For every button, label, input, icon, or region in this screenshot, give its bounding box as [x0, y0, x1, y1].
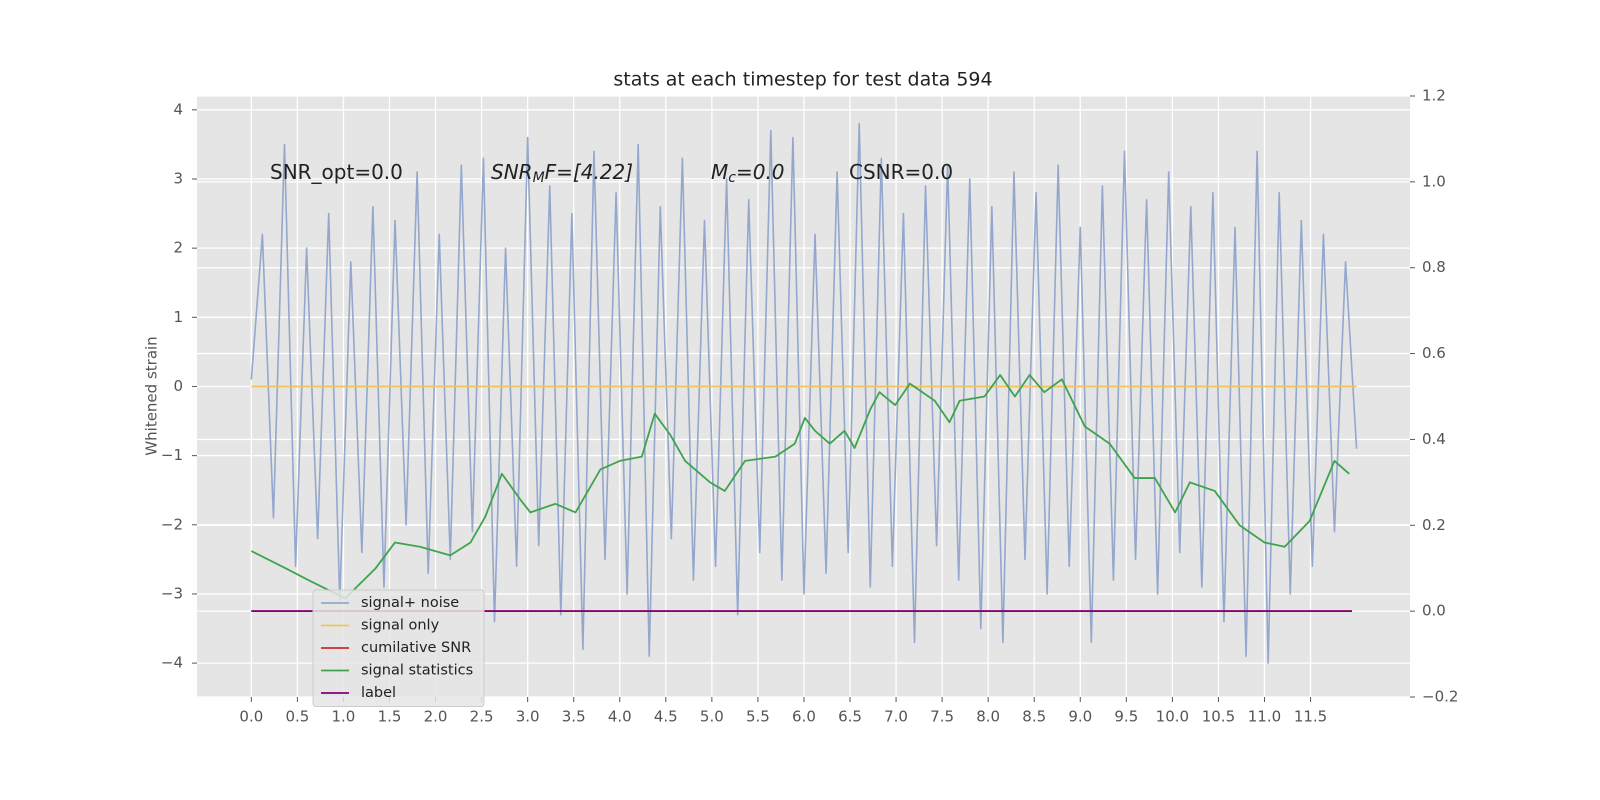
x-tick-label: 1.5 — [378, 708, 402, 726]
series-line — [250, 374, 1350, 600]
x-tick-label: 0.0 — [239, 708, 263, 726]
annotation: CSNR=0.0 — [849, 160, 953, 184]
legend-box — [312, 589, 485, 707]
annotation-text: SNR — [491, 160, 533, 184]
x-tick-label: 3.5 — [562, 708, 586, 726]
annotation: SNR_opt=0.0 — [270, 160, 403, 184]
y-tick-label: 1 — [173, 308, 183, 326]
y2-tick-label: 1.2 — [1422, 87, 1446, 105]
y2-tick-label: 0.8 — [1422, 258, 1446, 276]
y-tick-label: −2 — [161, 515, 183, 533]
annotation-sub: c — [728, 170, 736, 186]
y-tick-label: 3 — [173, 169, 183, 187]
x-tick-label: 1.0 — [332, 708, 356, 726]
x-tick-label: 2.5 — [470, 708, 494, 726]
y-tick-label: 2 — [173, 239, 183, 257]
x-tick-label: 6.0 — [792, 708, 816, 726]
y2-tick-label: 1.0 — [1422, 172, 1446, 190]
y2-tick-label: 0.2 — [1422, 516, 1446, 534]
x-tick-label: 8.0 — [976, 708, 1000, 726]
annotation-text: M — [711, 160, 728, 184]
legend-label: label — [361, 685, 396, 701]
y-tick-label: −4 — [161, 654, 183, 672]
y2-tick-label: −0.2 — [1422, 688, 1458, 706]
x-tick-label: 5.0 — [700, 708, 724, 726]
y-tick-label: 4 — [173, 100, 183, 118]
y-axis-label: Whitened strain — [143, 336, 161, 455]
x-tick-label: 4.5 — [654, 708, 678, 726]
x-tick-label: 11.5 — [1294, 708, 1327, 726]
y2-tick-label: 0.4 — [1422, 430, 1446, 448]
annotation: Mc=0.0 — [711, 160, 785, 187]
annotation: SNRMF=[4.22] — [491, 160, 633, 187]
annotation-sub: M — [533, 170, 545, 186]
y-tick-label: −1 — [161, 446, 183, 464]
x-tick-label: 9.5 — [1114, 708, 1138, 726]
y-tick-label: 0 — [173, 377, 183, 395]
legend-label: signal statistics — [361, 663, 473, 679]
annotation-rest: F=[4.22] — [545, 160, 633, 184]
legend-label: signal+ noise — [361, 595, 459, 611]
annotation-text: SNR_opt=0.0 — [270, 160, 403, 184]
x-tick-label: 5.5 — [746, 708, 770, 726]
y-tick-label: −3 — [161, 584, 183, 602]
x-tick-label: 4.0 — [608, 708, 632, 726]
legend-label: cumilative SNR — [361, 640, 471, 656]
x-tick-label: 10.0 — [1156, 708, 1189, 726]
series-line — [250, 122, 1358, 664]
x-tick-label: 2.0 — [424, 708, 448, 726]
x-tick-label: 0.5 — [285, 708, 309, 726]
chart-title: stats at each timestep for test data 594 — [613, 69, 992, 91]
y2-tick-label: 0.0 — [1422, 602, 1446, 620]
x-tick-label: 11.0 — [1248, 708, 1281, 726]
annotation-text: CSNR=0.0 — [849, 160, 953, 184]
x-tick-label: 9.0 — [1068, 708, 1092, 726]
y2-tick-label: 0.6 — [1422, 344, 1446, 362]
x-tick-label: 10.5 — [1202, 708, 1235, 726]
x-tick-label: 8.5 — [1022, 708, 1046, 726]
x-tick-label: 6.5 — [838, 708, 862, 726]
x-tick-label: 7.0 — [884, 708, 908, 726]
legend-label: signal only — [361, 618, 440, 634]
x-tick-label: 3.0 — [516, 708, 540, 726]
annotation-rest: =0.0 — [736, 160, 785, 184]
x-tick-label: 7.5 — [930, 708, 954, 726]
